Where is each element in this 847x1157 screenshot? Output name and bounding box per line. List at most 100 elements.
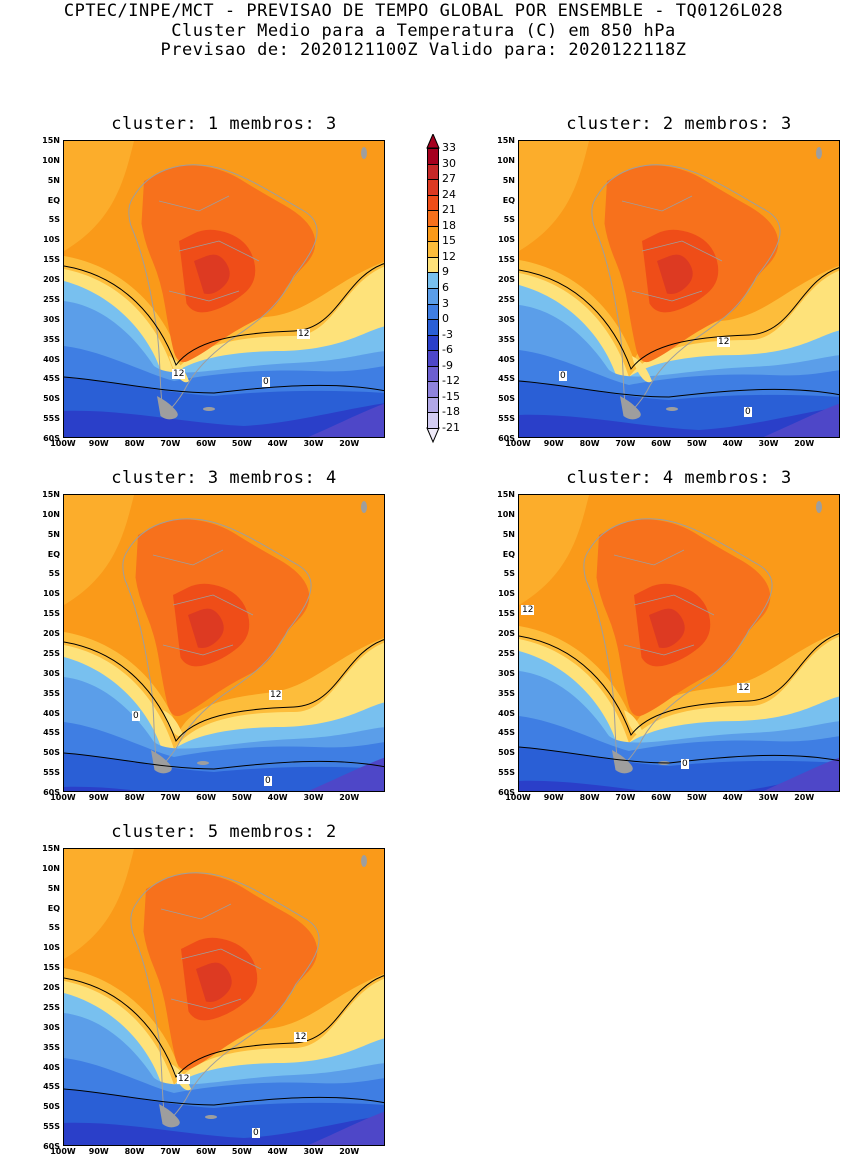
lat-tick-label: 10S [43,943,60,953]
lon-tick-label: 70W [615,439,636,448]
lat-tick-label: 35S [498,334,515,344]
lat-tick-label: 10N [42,155,60,165]
lon-tick-label: 100W [50,439,76,448]
colorbar-label: 27 [442,172,456,186]
lon-tick-label: 60W [196,1147,217,1156]
lon-tick-label: 80W [124,439,145,448]
lon-tick-label: 70W [160,793,181,802]
lon-tick-label: 40W [267,1147,288,1156]
colorbar-swatch [427,350,439,367]
lat-tick-label: 5S [48,215,60,225]
colorbar-label: 12 [442,249,456,263]
lat-tick-label: 20S [498,275,515,285]
lat-tick-label: EQ [47,549,60,559]
lat-tick-label: 60S [498,788,515,797]
colorbar-label: 33 [442,141,456,154]
lat-tick-label: 60S [43,1142,60,1151]
lon-tick-label: 100W [50,1147,76,1156]
contour-label: 0 [132,711,140,721]
colorbar-label: -9 [442,358,453,372]
temperature-map-svg [64,141,384,437]
lon-tick-label: 90W [88,439,109,448]
lat-tick-label: 25S [498,294,515,304]
lat-tick-label: 25S [43,1002,60,1012]
lon-tick-label: 20W [339,1147,360,1156]
lat-tick-label: 60S [43,434,60,443]
lon-tick-label: 80W [124,1147,145,1156]
contour-label: 0 [559,371,567,381]
colorbar-swatch [427,396,439,414]
colorbar-label: 15 [442,234,456,248]
contour-label: 0 [252,1128,260,1138]
lon-tick-label: 100W [50,793,76,802]
map-panel: 12 0 0 [63,494,385,792]
panel-title: cluster: 3 membros: 4 [111,468,337,488]
contour-label: 0 [681,759,689,769]
lat-tick-label: 10N [497,155,515,165]
lat-tick-label: 5N [47,529,60,539]
contour-label: 12 [521,605,535,615]
colorbar-label: 6 [442,281,449,294]
lat-tick-label: 30S [43,668,60,678]
colorbar-label: 18 [442,218,456,232]
colorbar-swatch [427,288,439,305]
lat-tick-label: 40S [498,354,515,364]
contour-label: 0 [264,776,272,786]
lat-tick-label: 60S [498,434,515,443]
lon-tick-label: 50W [231,439,252,448]
contour-label: 12 [297,329,311,339]
lat-tick-label: 45S [43,374,60,384]
lat-tick-label: 50S [43,748,60,758]
colorbar-swatch [427,256,439,274]
lat-tick-label: 5S [503,569,515,579]
lat-tick-label: 40S [498,708,515,718]
lon-tick-label: 50W [686,793,707,802]
colorbar-label: -15 [442,389,460,403]
colorbar-swatch [427,210,439,227]
lon-tick-label: 50W [231,793,252,802]
lat-tick-label: 40S [43,708,60,718]
colorbar-label: -18 [442,405,460,419]
colorbar-swatch [427,179,439,196]
lat-tick-label: 10S [498,235,515,245]
colorbar-label: 21 [442,203,456,217]
lon-tick-label: 60W [651,439,672,448]
lat-tick-label: 25S [43,648,60,658]
lat-tick-label: 15S [498,255,515,265]
colorbar-swatch [427,163,439,181]
colorbar-label: -3 [442,327,453,341]
colorbar-swatch [427,365,439,383]
colorbar-swatch [427,381,439,398]
lat-tick-label: 15N [42,844,60,853]
contour-label: 0 [744,407,752,417]
lon-tick-label: 100W [505,793,531,802]
lat-tick-label: 20S [43,983,60,993]
colorbar-swatch [427,194,439,212]
colorbar-swatch [427,272,439,289]
lon-tick-label: 30W [758,439,779,448]
lon-tick-label: 90W [88,1147,109,1156]
lon-tick-label: 20W [794,793,815,802]
lat-tick-label: 5N [47,883,60,893]
lat-tick-label: 55S [498,414,515,424]
lat-tick-label: 30S [498,668,515,678]
lat-tick-label: 50S [43,394,60,404]
lon-tick-label: 20W [339,793,360,802]
lat-tick-label: 10N [42,509,60,519]
lon-tick-label: 80W [124,793,145,802]
lon-tick-label: 20W [794,439,815,448]
lat-tick-label: 45S [43,728,60,738]
lon-tick-label: 100W [505,439,531,448]
lat-tick-label: 5N [47,175,60,185]
lon-tick-label: 50W [231,1147,252,1156]
lon-tick-label: 40W [722,439,743,448]
map-panel: 12 12 0 [518,494,840,792]
lat-tick-label: 5N [502,529,515,539]
lon-tick-label: 90W [88,793,109,802]
colorbar-swatch [427,241,439,258]
map-panel: 12 12 0 [63,848,385,1146]
lat-tick-label: 15N [497,136,515,145]
lat-tick-label: 10S [498,589,515,599]
lon-tick-label: 30W [303,439,324,448]
colorbar-label: 30 [442,156,456,170]
